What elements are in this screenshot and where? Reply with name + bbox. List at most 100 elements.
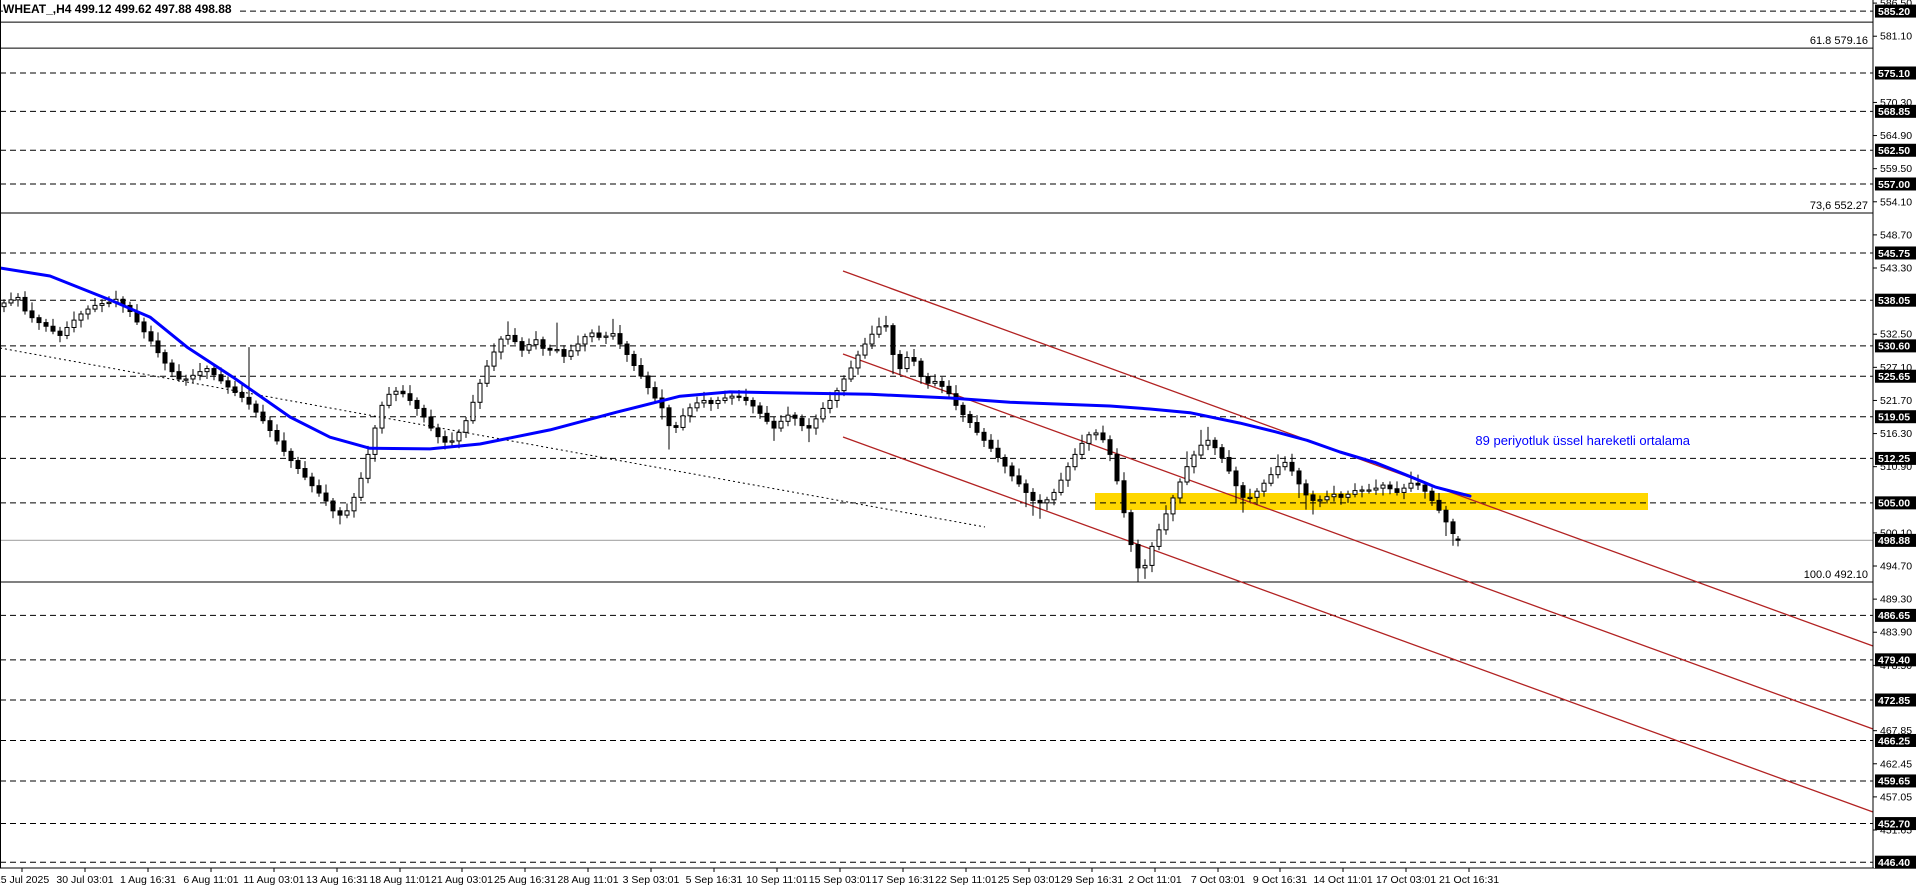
candle-body bbox=[1149, 545, 1155, 566]
candle-body bbox=[918, 360, 924, 378]
candle-body bbox=[799, 417, 805, 427]
price-badge-label: 530.60 bbox=[1878, 341, 1910, 353]
time-tick-label: 3 Sep 03:01 bbox=[623, 874, 680, 886]
price-badge-label: 505.00 bbox=[1878, 498, 1910, 510]
candle-body bbox=[1009, 465, 1015, 477]
candle-body bbox=[50, 325, 56, 332]
price-badge bbox=[1875, 451, 1916, 465]
candle-body bbox=[757, 405, 763, 414]
candle-body bbox=[568, 350, 574, 357]
fibonacci-layer[interactable]: 61.8 579.16 73,6 552.27 100.0 492.10 bbox=[0, 35, 1873, 583]
time-tick-label: 17 Oct 03:01 bbox=[1376, 874, 1436, 886]
candle-body bbox=[183, 378, 189, 381]
price-badge-label: 512.25 bbox=[1878, 453, 1910, 465]
candle-body bbox=[456, 431, 462, 442]
time-tick-label: 5 Sep 16:31 bbox=[686, 874, 743, 886]
candle-body bbox=[288, 450, 294, 462]
candle-body bbox=[1, 302, 7, 308]
candle-body bbox=[267, 420, 273, 432]
candle-body bbox=[862, 343, 868, 356]
candle-body bbox=[673, 425, 679, 428]
candle-body bbox=[1177, 481, 1183, 499]
candle-body bbox=[841, 378, 847, 392]
candle-body bbox=[526, 344, 532, 351]
price-badge-label: 472.85 bbox=[1878, 695, 1910, 707]
ema-annotation-label[interactable]: 89 periyotluk üssel hareketli ortalama bbox=[1475, 433, 1690, 448]
candle-body bbox=[43, 322, 49, 327]
candle-body bbox=[827, 399, 833, 409]
candle-body bbox=[1191, 454, 1197, 468]
sr-levels-layer bbox=[0, 10, 1873, 863]
candle-body bbox=[295, 460, 301, 470]
candle-body bbox=[967, 414, 973, 424]
candle-body bbox=[176, 371, 182, 380]
candle-body bbox=[197, 371, 203, 376]
candle-body bbox=[960, 404, 966, 416]
price-badge bbox=[1875, 496, 1916, 510]
candle-body bbox=[855, 354, 861, 369]
candle-body bbox=[890, 325, 896, 355]
price-badge bbox=[1875, 4, 1916, 18]
price-badge bbox=[1875, 817, 1916, 831]
candle-body bbox=[1254, 490, 1260, 498]
time-tick-label: 10 Sep 11:01 bbox=[746, 874, 808, 886]
candle-body bbox=[1219, 447, 1225, 458]
candle-body bbox=[463, 420, 469, 433]
candle-body bbox=[575, 343, 581, 352]
candle-body bbox=[1352, 490, 1358, 495]
price-badge bbox=[1875, 66, 1916, 80]
candle-body bbox=[589, 332, 595, 338]
price-badge bbox=[1875, 410, 1916, 424]
price-tick-label: 516.30 bbox=[1880, 428, 1912, 440]
candle-body bbox=[911, 357, 917, 362]
channel-line-2[interactable] bbox=[842, 353, 1874, 730]
time-tick-label: 6 Aug 11:01 bbox=[183, 874, 238, 886]
dotted-trendline[interactable] bbox=[0, 347, 986, 528]
candle-body bbox=[1422, 484, 1428, 492]
candle-body bbox=[652, 387, 658, 399]
candle-body bbox=[64, 326, 70, 336]
candle-body bbox=[1107, 439, 1113, 455]
candle-body bbox=[743, 396, 749, 401]
candle-body bbox=[1289, 461, 1295, 472]
candle-body bbox=[323, 492, 329, 502]
time-tick-label: 29 Sep 16:31 bbox=[1061, 874, 1124, 886]
candle-body bbox=[1366, 489, 1372, 492]
candle-body bbox=[407, 393, 413, 401]
price-tick-label: 564.90 bbox=[1880, 130, 1912, 142]
candle-body bbox=[442, 436, 448, 443]
channel-line-3[interactable] bbox=[842, 436, 1874, 813]
candle-body bbox=[330, 500, 336, 512]
candle-body bbox=[1016, 475, 1022, 485]
fib-label: 73,6 552.27 bbox=[1810, 200, 1868, 212]
candle-body bbox=[1002, 456, 1008, 467]
candle-body bbox=[806, 425, 812, 429]
candle-body bbox=[1072, 453, 1078, 468]
candle-body bbox=[169, 362, 175, 373]
candle-body bbox=[1282, 461, 1288, 468]
price-badge bbox=[1875, 293, 1916, 307]
candle-body bbox=[1226, 456, 1232, 472]
candle-body bbox=[974, 422, 980, 433]
candle-body bbox=[736, 395, 742, 398]
time-axis-labels[interactable]: 25 Jul 2025 30 Jul 03:01 1 Aug 16:31 6 Aug … bbox=[0, 868, 1499, 886]
time-tick-label: 15 Sep 03:01 bbox=[809, 874, 872, 886]
candle-body bbox=[400, 390, 406, 395]
candle-body bbox=[435, 427, 441, 438]
candle-body bbox=[1114, 453, 1120, 482]
candle-body bbox=[512, 334, 518, 343]
ema-89-line[interactable] bbox=[0, 266, 1472, 498]
price-badge-label: 519.05 bbox=[1878, 412, 1910, 424]
price-badge bbox=[1875, 533, 1916, 547]
price-badge-label: 486.65 bbox=[1878, 610, 1910, 622]
candle-body bbox=[1268, 474, 1274, 484]
highlight-band-505[interactable] bbox=[1095, 493, 1648, 510]
candle-body bbox=[106, 301, 112, 305]
price-badge-label: 545.75 bbox=[1878, 248, 1910, 260]
candle-body bbox=[1058, 479, 1064, 493]
time-tick-label: 17 Sep 16:31 bbox=[872, 874, 935, 886]
candle-body bbox=[547, 347, 553, 351]
candle-body bbox=[995, 447, 1001, 458]
candle-body bbox=[785, 414, 791, 422]
